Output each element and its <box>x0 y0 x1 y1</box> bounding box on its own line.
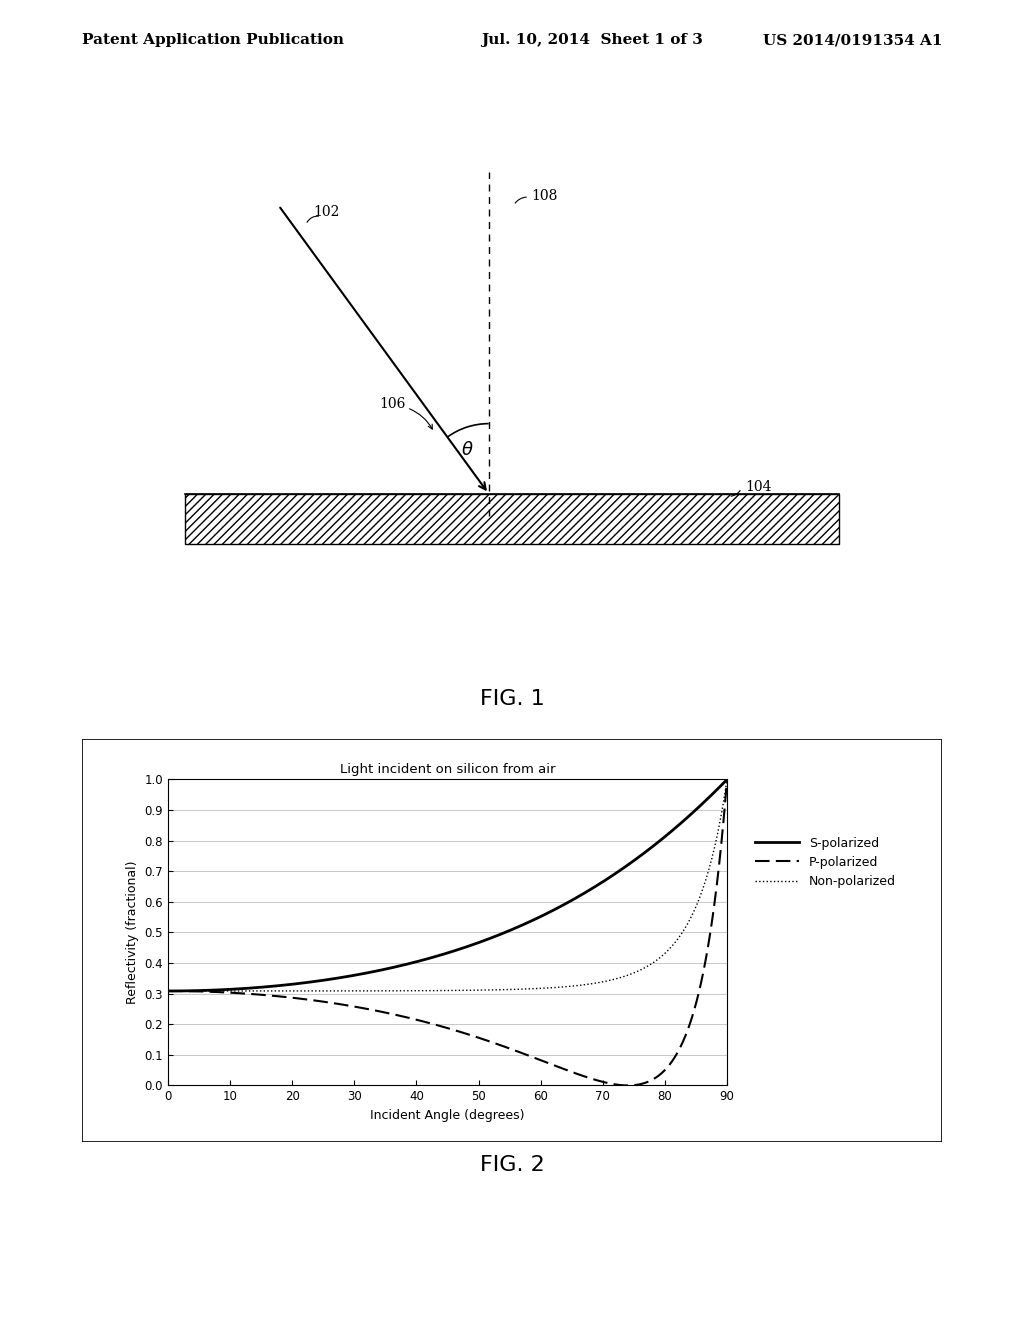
S-polarized <box>219 982 231 998</box>
S-polarized <box>598 874 610 890</box>
Text: 104: 104 <box>745 480 772 494</box>
Text: 108: 108 <box>531 189 558 203</box>
Non-polarized <box>219 983 231 999</box>
Line: Non-polarized: Non-polarized <box>168 780 727 991</box>
Text: Jul. 10, 2014  Sheet 1 of 3: Jul. 10, 2014 Sheet 1 of 3 <box>481 33 703 48</box>
P-polarized <box>388 1007 400 1023</box>
Text: US 2014/0191354 A1: US 2014/0191354 A1 <box>763 33 942 48</box>
Bar <box>185 494 839 544</box>
Text: $\theta$: $\theta$ <box>462 441 474 459</box>
P-polarized <box>608 1076 621 1092</box>
Title: Light incident on silicon from air: Light incident on silicon from air <box>340 763 555 776</box>
P-polarized <box>162 983 174 999</box>
Text: 102: 102 <box>313 206 340 219</box>
S-polarized <box>546 903 558 919</box>
Line: S-polarized: S-polarized <box>168 780 727 991</box>
S-polarized <box>721 772 733 788</box>
Non-polarized <box>408 983 420 999</box>
S-polarized <box>162 983 174 999</box>
Text: FIG. 1: FIG. 1 <box>479 689 545 709</box>
Non-polarized <box>388 983 400 999</box>
Non-polarized <box>162 983 174 999</box>
Non-polarized <box>546 979 558 995</box>
Line: P-polarized: P-polarized <box>168 780 727 1085</box>
P-polarized <box>721 772 733 788</box>
P-polarized <box>598 1074 610 1090</box>
X-axis label: Incident Angle (degrees): Incident Angle (degrees) <box>371 1109 524 1122</box>
Non-polarized <box>608 972 621 987</box>
S-polarized <box>608 867 621 883</box>
S-polarized <box>408 954 420 970</box>
Legend: S-polarized, P-polarized, Non-polarized: S-polarized, P-polarized, Non-polarized <box>750 832 901 894</box>
Non-polarized <box>721 772 733 788</box>
Text: FIG. 2: FIG. 2 <box>479 1155 545 1175</box>
Y-axis label: Reflectivity (fractional): Reflectivity (fractional) <box>126 861 139 1005</box>
P-polarized <box>408 1011 420 1027</box>
S-polarized <box>388 960 400 975</box>
Text: Patent Application Publication: Patent Application Publication <box>82 33 344 48</box>
Text: 106: 106 <box>380 397 407 411</box>
P-polarized <box>546 1056 558 1072</box>
P-polarized <box>219 985 231 1001</box>
Non-polarized <box>598 974 610 990</box>
P-polarized <box>622 1077 634 1093</box>
